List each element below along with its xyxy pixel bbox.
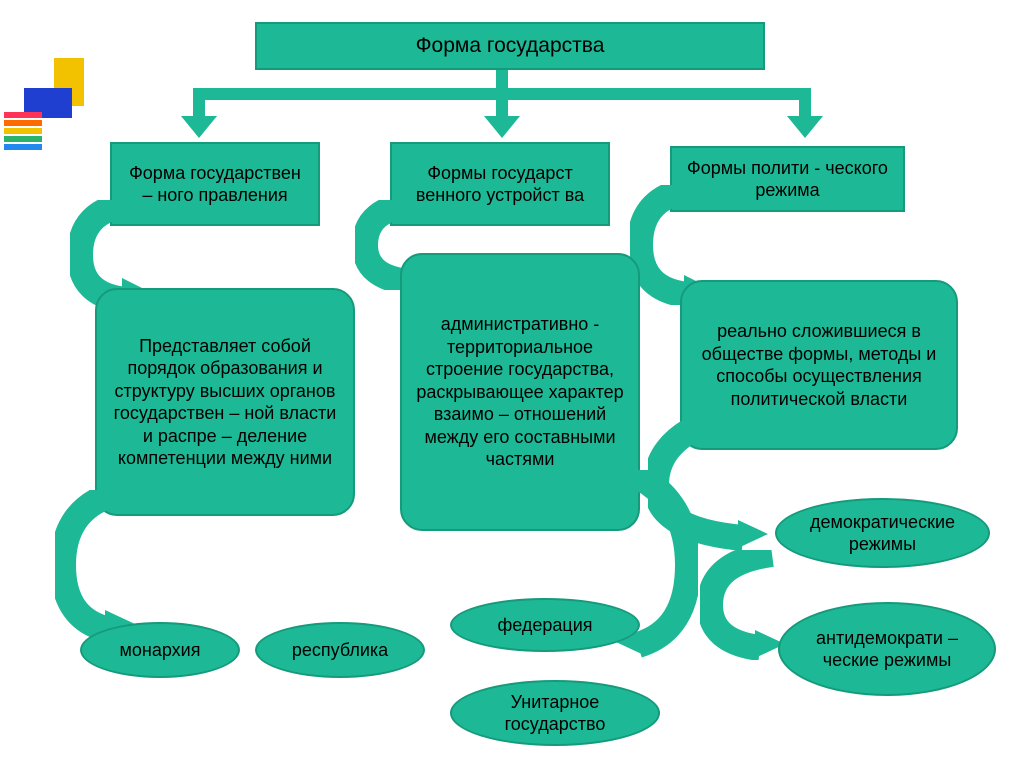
leaf-antidem: антидемократи – ческие режимы — [778, 602, 996, 696]
leaf-monarchy: монархия — [80, 622, 240, 678]
leaf-federation-label: федерация — [497, 614, 592, 637]
curve-d1-leaves — [55, 490, 145, 640]
leaf-antidem-label: антидемократи – ческие режимы — [790, 627, 984, 672]
root-label: Форма государства — [416, 33, 605, 59]
leaf-democratic-label: демократические режимы — [787, 511, 978, 556]
corner-decoration — [4, 58, 104, 158]
leaf-democratic: демократические режимы — [775, 498, 990, 568]
col2-desc-text: административно - территориальное строен… — [412, 313, 628, 471]
leaf-unitary-label: Унитарное государство — [462, 691, 648, 736]
leaf-monarchy-label: монархия — [120, 639, 201, 662]
col1-desc-text: Представляет собой порядок образования и… — [107, 335, 343, 470]
col1-desc: Представляет собой порядок образования и… — [95, 288, 355, 516]
curve-d3-leaf1 — [648, 420, 788, 550]
leaf-federation: федерация — [450, 598, 640, 652]
leaf-republic-label: республика — [292, 639, 388, 662]
col3-desc-text: реально сложившиеся в обществе формы, ме… — [692, 320, 946, 410]
root-box: Форма государства — [255, 22, 765, 70]
leaf-republic: республика — [255, 622, 425, 678]
leaf-unitary: Унитарное государство — [450, 680, 660, 746]
